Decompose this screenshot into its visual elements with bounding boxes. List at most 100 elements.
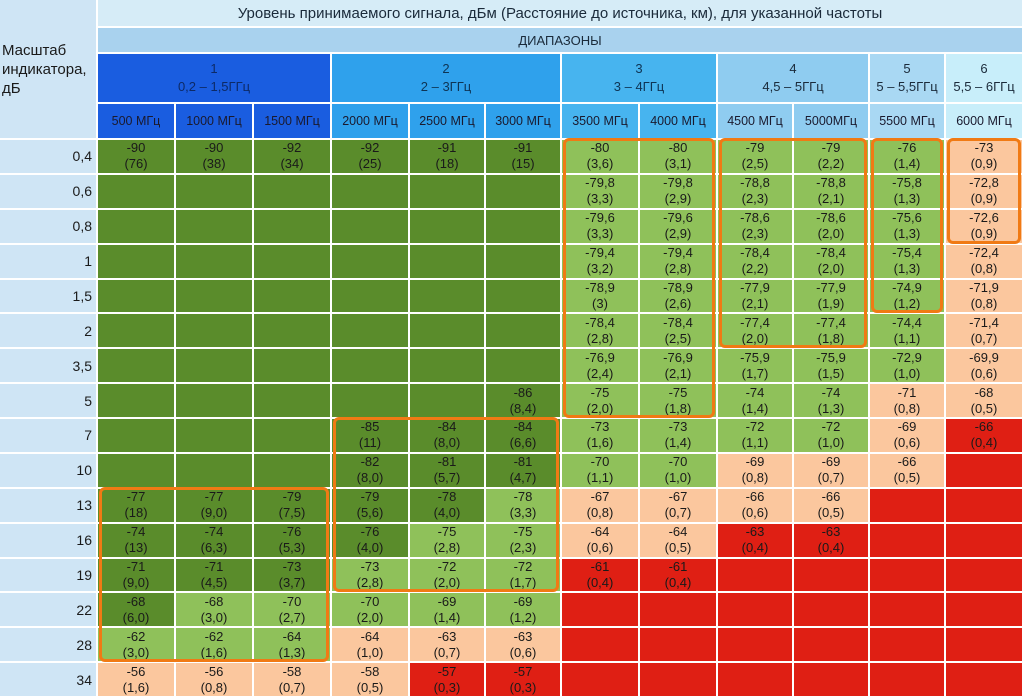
signal-cell: -72 (1,1) — [718, 419, 794, 454]
signal-level: -71,4 — [969, 314, 999, 330]
distance-km: (2,4) — [586, 365, 614, 381]
signal-level: -77 — [204, 489, 224, 505]
signal-cell — [718, 628, 794, 664]
distance-km: (1,3) — [893, 226, 921, 242]
frequency-header: 3500 МГц — [562, 104, 640, 140]
distance-km: (4,0) — [356, 540, 384, 556]
signal-cell: -78,9 (3) — [562, 279, 640, 315]
signal-cell — [176, 419, 254, 454]
frequency-header: 6000 МГц — [946, 104, 1024, 140]
band-range: 3 – 4ГГц — [613, 79, 665, 94]
signal-cell: -76,9 (2,4) — [562, 349, 640, 385]
distance-km: (9,0) — [122, 574, 150, 590]
distance-km: (1,8) — [664, 400, 692, 416]
signal-cell — [870, 558, 946, 594]
signal-cell — [486, 174, 562, 210]
signal-cell: -68 (0,5) — [946, 384, 1024, 419]
signal-cell: -77,9 (1,9) — [794, 279, 870, 315]
signal-level: -69 — [745, 454, 765, 470]
signal-cell: -57 (0,3) — [410, 663, 486, 698]
signal-cell: -82 (8,0) — [332, 453, 410, 489]
signal-cell — [640, 593, 718, 629]
scale-label: 1 — [0, 244, 98, 280]
distance-km: (0,7) — [278, 679, 306, 695]
distance-km: (5,3) — [278, 540, 306, 556]
signal-cell: -78 (3,3) — [486, 488, 562, 524]
signal-cell: -57 (0,3) — [486, 663, 562, 698]
distance-km: (0,5) — [893, 470, 921, 486]
signal-cell: -67 (0,7) — [640, 488, 718, 524]
distance-km: (4,7) — [509, 470, 537, 486]
signal-level: -78 — [437, 489, 457, 505]
signal-level: -77,9 — [740, 279, 770, 295]
signal-cell: -69 (0,6) — [870, 419, 946, 454]
signal-level: -91 — [437, 140, 457, 156]
signal-cell: -92 (34) — [254, 140, 332, 175]
signal-cell: -75,6 (1,3) — [870, 209, 946, 245]
signal-cell — [562, 663, 640, 698]
scale-label: 34 — [0, 663, 98, 698]
signal-cell — [946, 628, 1024, 664]
signal-cell — [946, 453, 1024, 489]
signal-cell: -72,6 (0,9) — [946, 209, 1024, 245]
signal-cell — [410, 209, 486, 245]
signal-cell: -73 (1,4) — [640, 419, 718, 454]
signal-level: -56 — [204, 663, 224, 679]
signal-cell: -66 (0,5) — [870, 453, 946, 489]
signal-level: -58 — [282, 663, 302, 679]
signal-cell: -79 (5,6) — [332, 488, 410, 524]
distance-km: (13) — [124, 540, 148, 556]
band-number: 1 — [210, 61, 218, 76]
signal-level: -72 — [745, 419, 765, 435]
signal-cell — [254, 419, 332, 454]
signal-cell: -79,4 (3,2) — [562, 244, 640, 280]
scale-label: 0,8 — [0, 209, 98, 245]
signal-cell — [640, 663, 718, 698]
signal-cell: -71 (0,8) — [870, 384, 946, 419]
signal-cell: -71 (9,0) — [98, 558, 176, 594]
distance-km: (3,2) — [586, 261, 614, 277]
signal-cell: -68 (3,0) — [176, 593, 254, 629]
signal-level: -75,9 — [740, 349, 770, 365]
distance-km: (0,8) — [200, 679, 228, 695]
signal-level: -85 — [360, 419, 380, 435]
signal-level: -71 — [126, 558, 146, 574]
signal-cell: -70 (1,1) — [562, 453, 640, 489]
distance-km: (1,8) — [817, 330, 845, 346]
signal-cell: -62 (3,0) — [98, 628, 176, 664]
signal-cell: -56 (0,8) — [176, 663, 254, 698]
distance-km: (9,0) — [200, 505, 228, 521]
signal-level: -75,6 — [892, 210, 922, 226]
band-range: 2 – 3ГГц — [420, 79, 472, 94]
distance-km: (0,6) — [741, 505, 769, 521]
signal-level: -84 — [437, 419, 457, 435]
signal-level: -63 — [821, 524, 841, 540]
distance-km: (0,6) — [970, 365, 998, 381]
signal-cell: -64 (1,0) — [332, 628, 410, 664]
distance-km: (0,5) — [664, 540, 692, 556]
signal-level: -71 — [897, 384, 917, 400]
distance-km: (2,8) — [586, 330, 614, 346]
signal-cell — [98, 419, 176, 454]
signal-cell: -72,9 (1,0) — [870, 349, 946, 385]
distance-km: (3,6) — [586, 156, 614, 172]
distance-km: (2,1) — [664, 365, 692, 381]
signal-level: -72,4 — [969, 245, 999, 261]
distance-km: (0,7) — [970, 330, 998, 346]
signal-cell — [332, 314, 410, 350]
signal-cell: -78,8 (2,3) — [718, 174, 794, 210]
signal-level: -68 — [204, 593, 224, 609]
distance-km: (4,0) — [433, 505, 461, 521]
signal-cell: -71,4 (0,7) — [946, 314, 1024, 350]
distance-km: (1,2) — [893, 295, 921, 311]
signal-level: -73 — [590, 419, 610, 435]
signal-cell: -64 (0,6) — [562, 523, 640, 559]
signal-level: -69 — [437, 593, 457, 609]
band-number: 2 — [442, 61, 450, 76]
distance-km: (0,8) — [586, 505, 614, 521]
distance-km: (2,9) — [664, 191, 692, 207]
signal-level: -91 — [513, 140, 533, 156]
signal-level: -86 — [513, 384, 533, 400]
signal-level: -79,8 — [663, 175, 693, 191]
